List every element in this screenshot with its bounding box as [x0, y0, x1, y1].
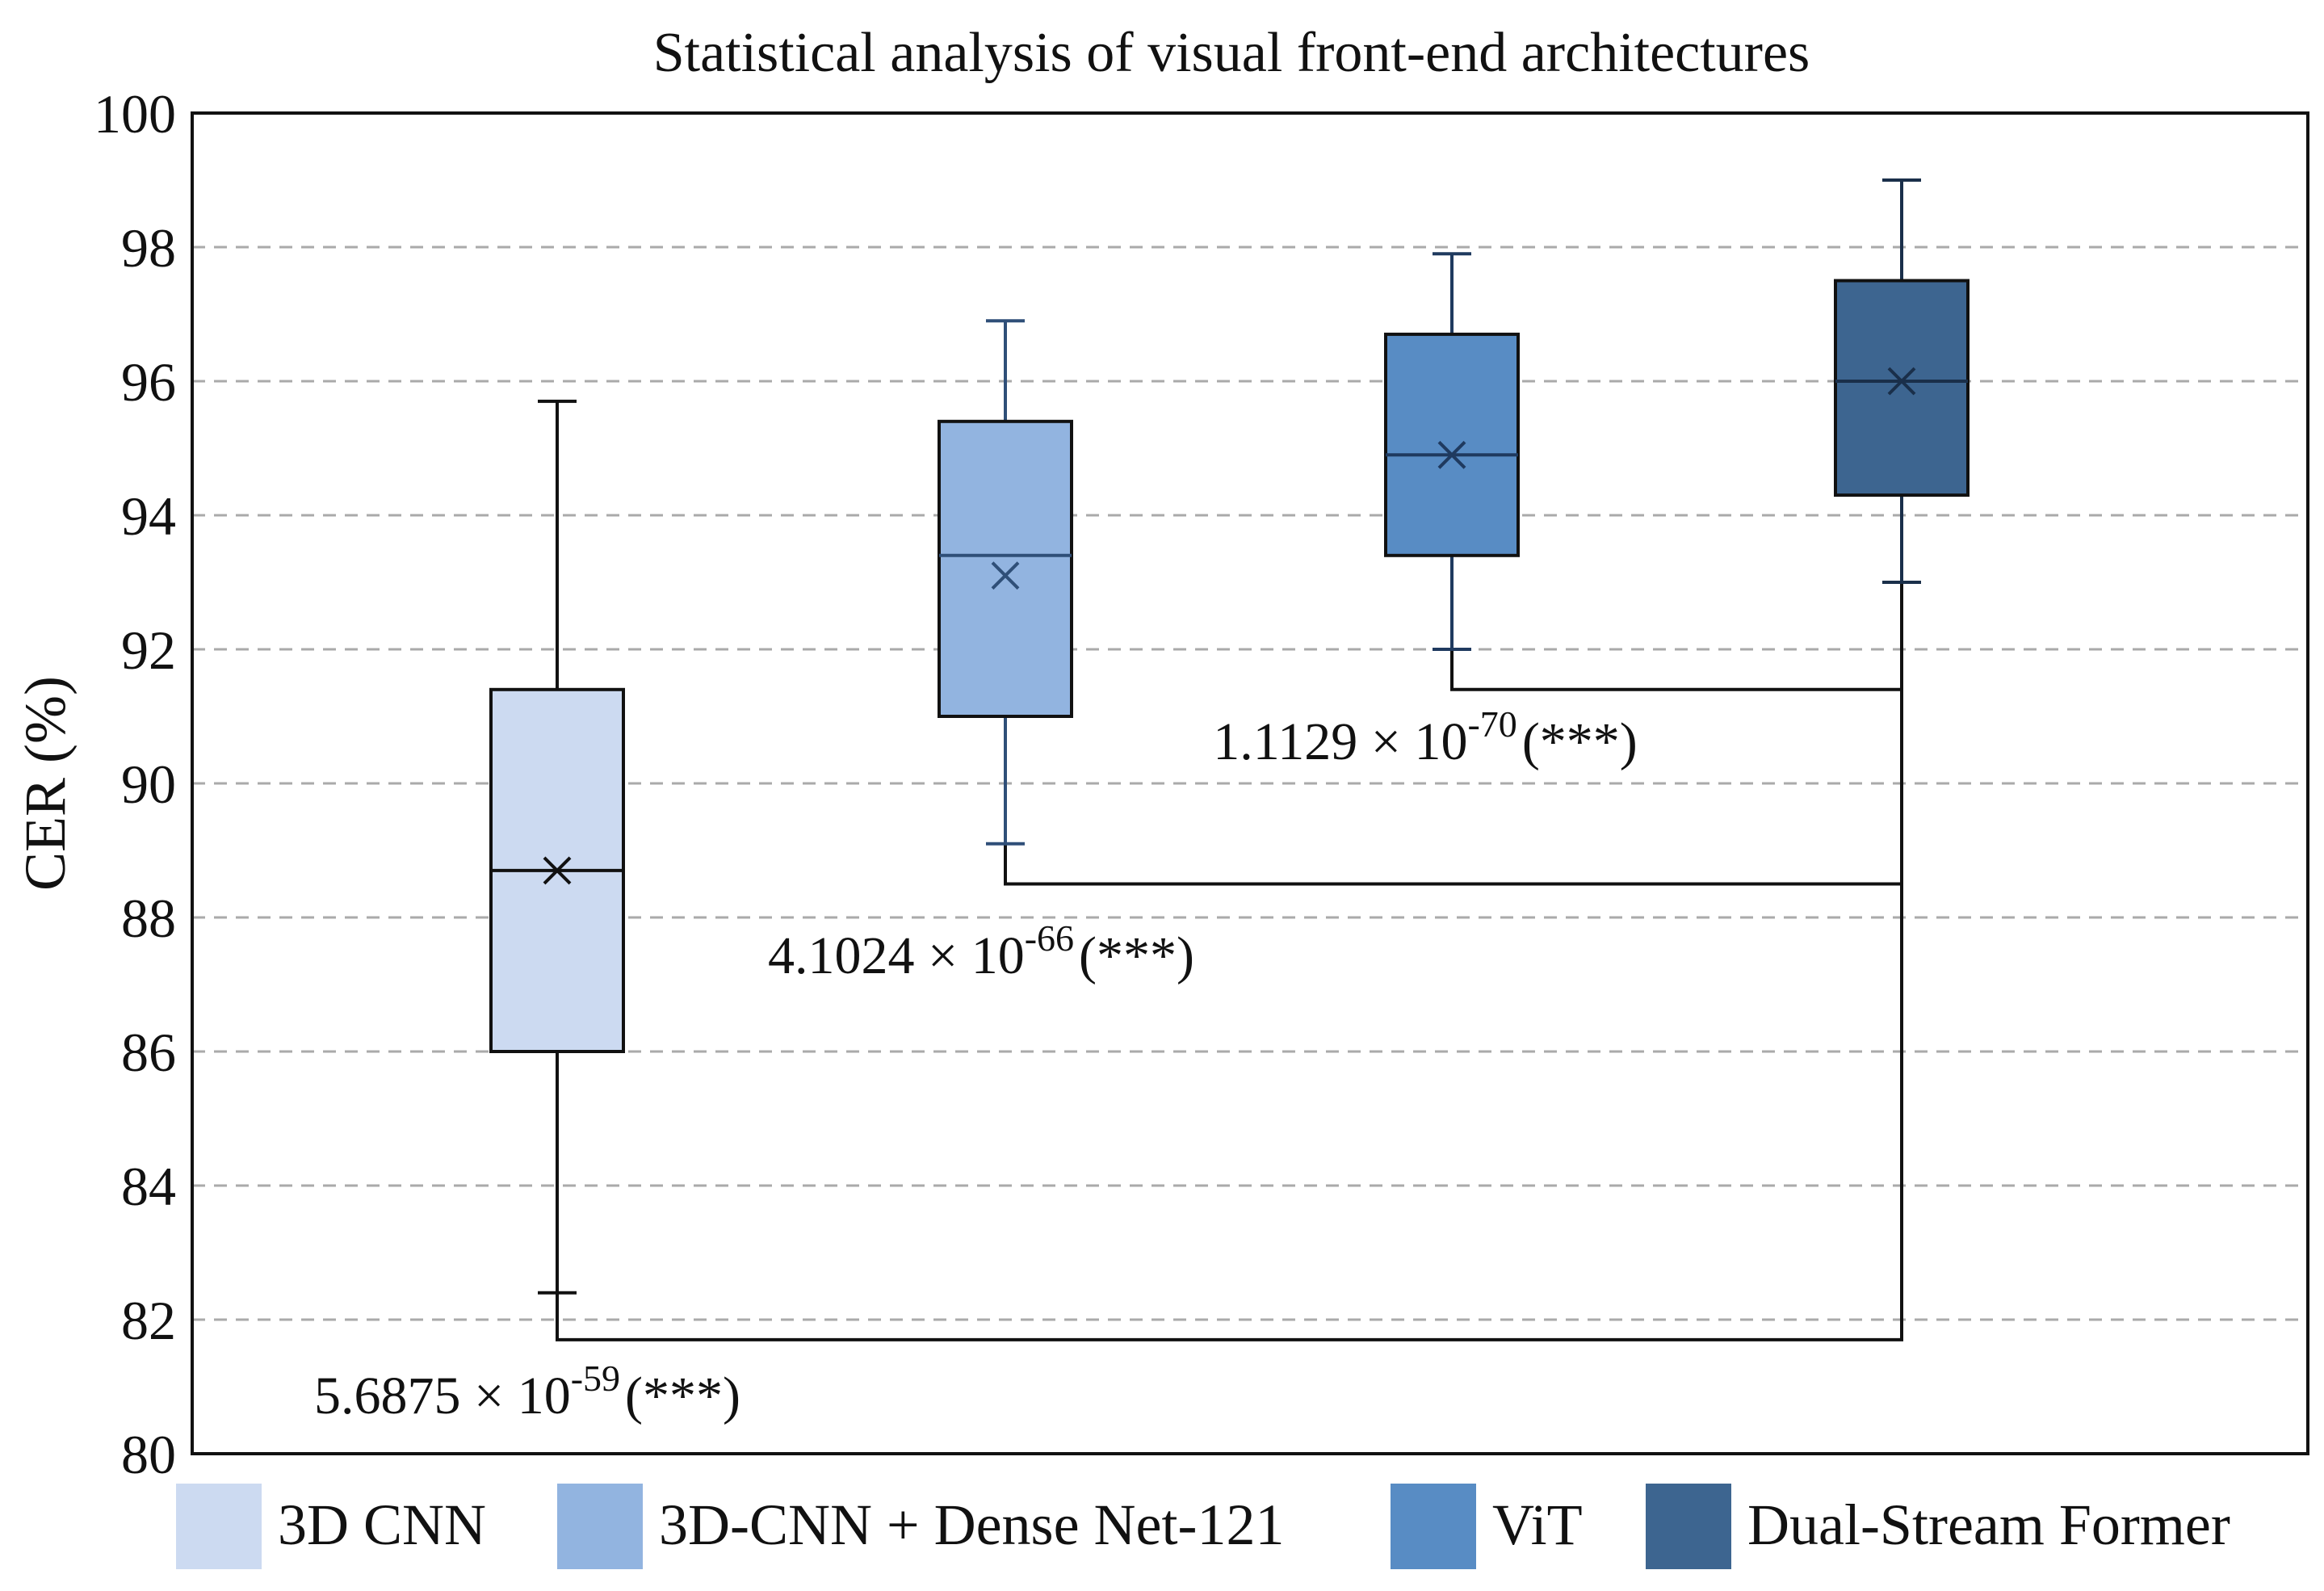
y-tick-label: 94 [121, 485, 176, 547]
y-tick-label: 80 [121, 1424, 176, 1485]
y-axis-label: CER (%) [13, 676, 78, 891]
interquartile-box [1834, 279, 1970, 497]
y-tick-label: 88 [121, 888, 176, 949]
y-tick-label: 82 [121, 1290, 176, 1351]
legend: 3D CNN 3D-CNN + Dense Net-121 ViT Dual-Stre… [176, 1484, 2230, 1569]
y-tick-label: 96 [121, 351, 176, 413]
legend-swatch [1646, 1484, 1731, 1569]
y-axis-ticks: 80 82 84 86 88 90 92 94 96 98 100 [94, 83, 176, 1485]
legend-label: 3D-CNN + Dense Net-121 [659, 1492, 1284, 1557]
interquartile-box [938, 419, 1073, 718]
significance-marker: (***) [625, 1366, 740, 1425]
p-value-annotation: 4.1024 × 10-66(***) [768, 917, 1194, 985]
interquartile-box [1384, 332, 1520, 557]
p-value-mantissa: 1.1129 × 10 [1213, 712, 1467, 771]
p-value-annotation: 1.1129 × 10-70(***) [1213, 703, 1638, 771]
significance-annotations: 1.1129 × 10-70(***)4.1024 × 10-66(***)5.… [314, 703, 1638, 1425]
p-value-exponent: -70 [1467, 703, 1516, 745]
significance-marker: (***) [1522, 712, 1638, 771]
legend-swatch [1391, 1484, 1476, 1569]
y-tick-label: 100 [94, 83, 176, 145]
p-value-exponent: -66 [1025, 917, 1074, 959]
legend-entry: ViT [1391, 1484, 1583, 1569]
legend-swatch [176, 1484, 262, 1569]
box-vit [1384, 252, 1520, 651]
box-3d-cnn [489, 399, 625, 1295]
y-tick-label: 86 [121, 1022, 176, 1083]
y-tick-label: 98 [121, 217, 176, 279]
legend-entry: 3D CNN [176, 1484, 486, 1569]
significance-marker: (***) [1079, 926, 1194, 985]
legend-swatch [557, 1484, 643, 1569]
plot-area-frame [191, 111, 2309, 1455]
mean-marker [1887, 367, 1916, 396]
chart-title: Statistical analysis of visual front-end… [653, 22, 1810, 84]
legend-label: 3D CNN [278, 1492, 486, 1557]
mean-marker [991, 561, 1020, 590]
box-3d-cnn-dense-net-121 [938, 319, 1073, 846]
legend-label: ViT [1492, 1492, 1583, 1557]
p-value-mantissa: 4.1024 × 10 [768, 926, 1025, 985]
p-value-exponent: -59 [571, 1358, 620, 1399]
legend-label: Dual-Stream Former [1747, 1492, 2230, 1557]
legend-entry: Dual-Stream Former [1646, 1484, 2230, 1569]
legend-entry: 3D-CNN + Dense Net-121 [557, 1484, 1284, 1569]
y-tick-label: 92 [121, 619, 176, 681]
p-value-annotation: 5.6875 × 10-59(***) [314, 1358, 740, 1425]
significance-brackets [556, 582, 1903, 1341]
mean-marker [543, 856, 572, 885]
box-dual-stream-former [1834, 178, 1970, 584]
p-value-mantissa: 5.6875 × 10 [314, 1366, 571, 1425]
y-tick-label: 84 [121, 1156, 176, 1217]
y-tick-label: 90 [121, 754, 176, 815]
box-series [489, 178, 1970, 1295]
mean-marker [1437, 440, 1466, 469]
